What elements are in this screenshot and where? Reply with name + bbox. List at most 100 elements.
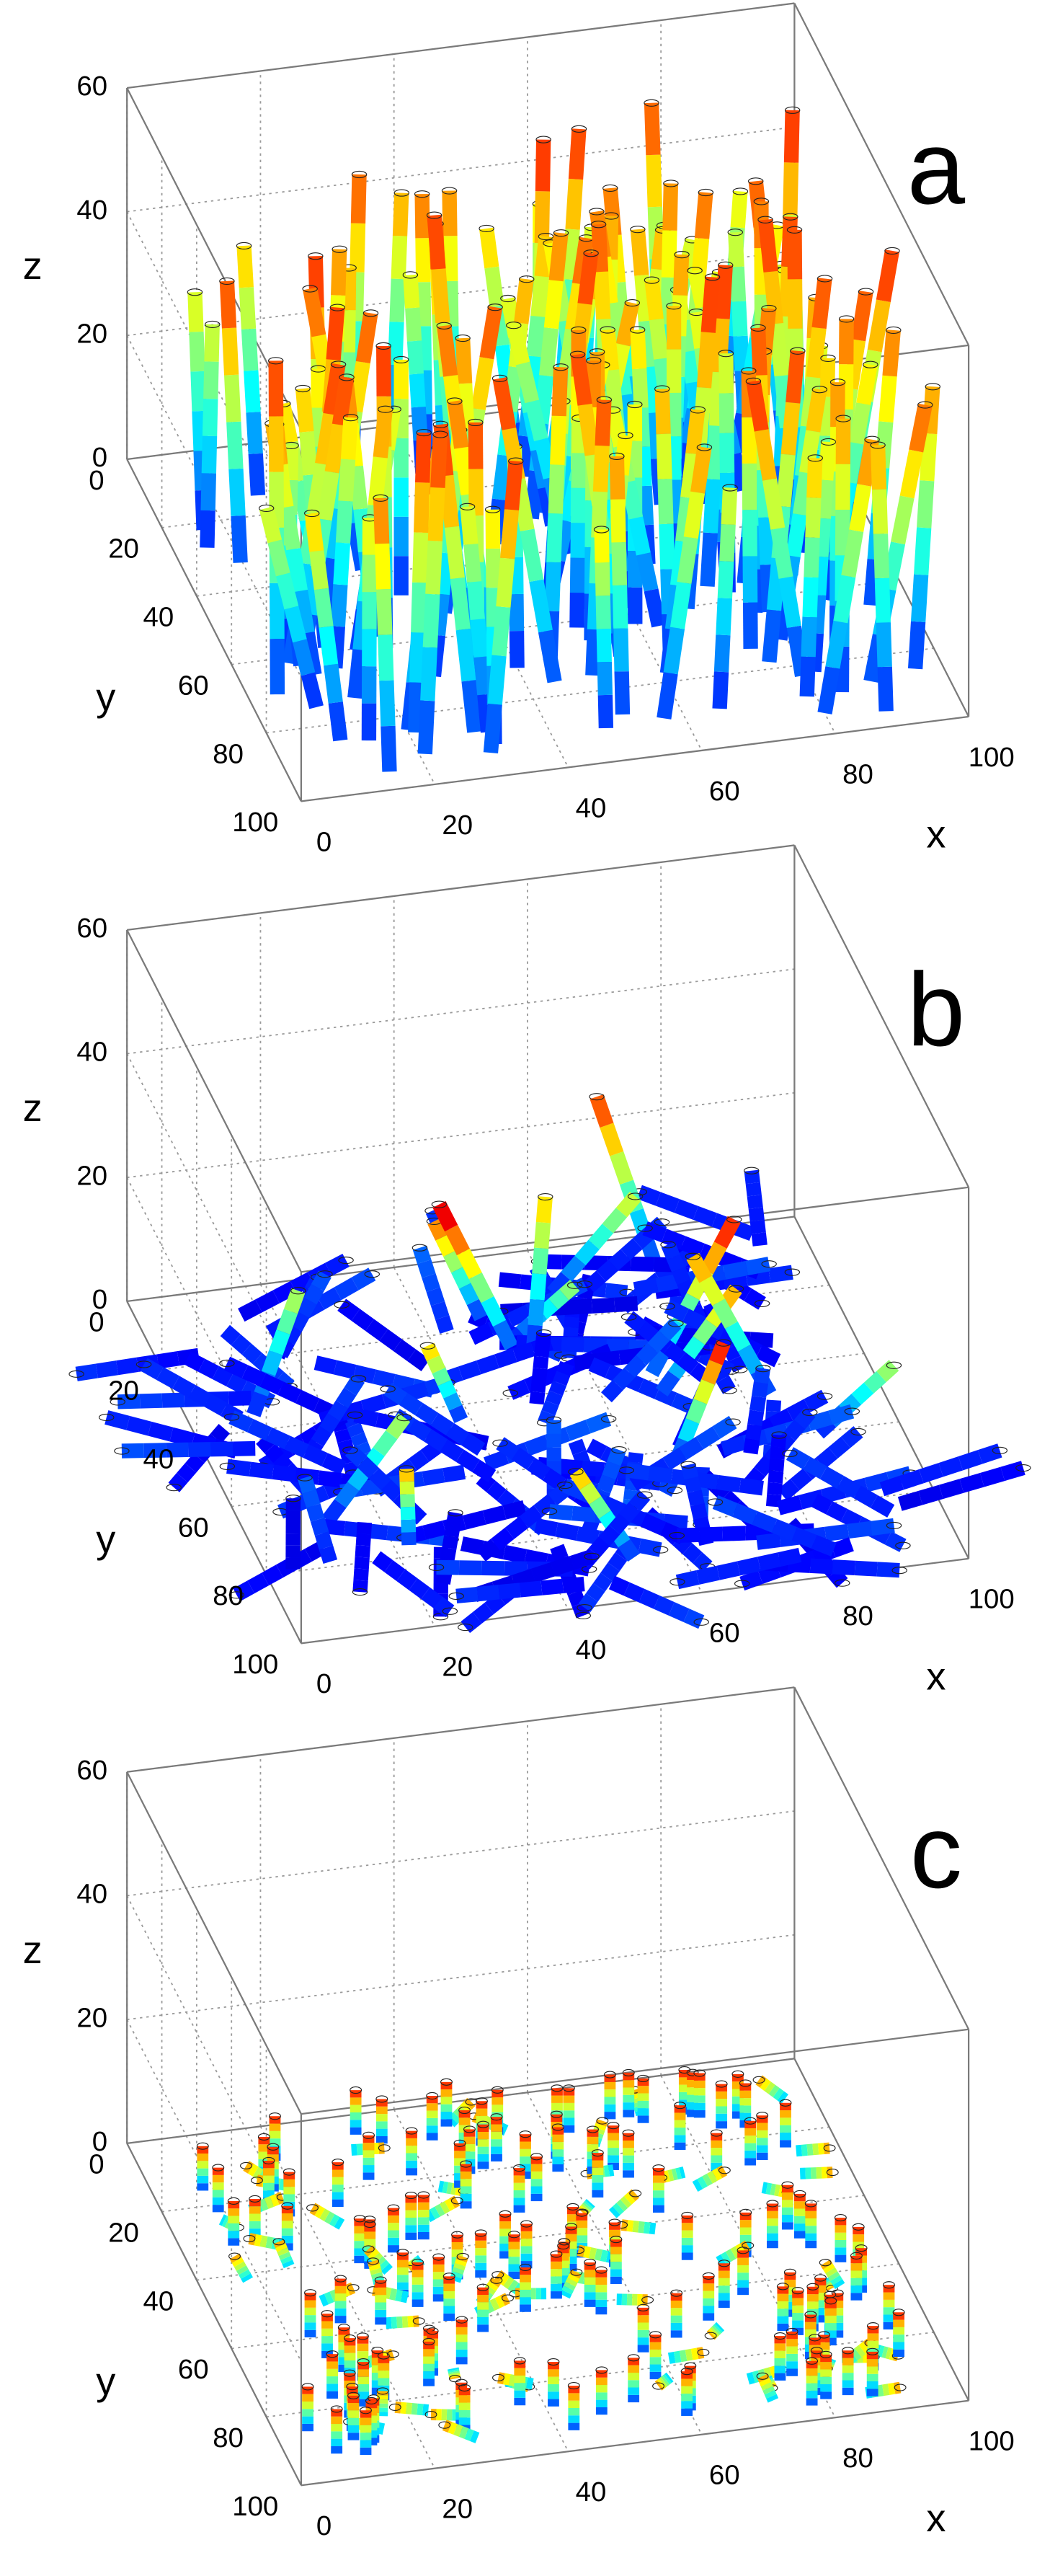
rod-segment: [768, 322, 789, 377]
rod-segment: [269, 1329, 290, 1355]
rod-segment: [608, 1575, 630, 1596]
rod-segment: [337, 1439, 355, 1454]
z-axis-label: z: [23, 1086, 43, 1130]
rod-cap: [761, 1260, 777, 1268]
rod-segment: [233, 1580, 255, 1602]
rod-segment: [355, 1545, 370, 1558]
rod-cap: [326, 2350, 339, 2358]
rod-cap: [622, 2068, 635, 2076]
rod-segment: [530, 1562, 556, 1583]
rod-segment: [314, 2205, 326, 2219]
rod-segment: [917, 480, 935, 528]
box-edge: [126, 2143, 302, 2486]
rod-cap: [753, 198, 770, 205]
rod-cap: [745, 377, 762, 385]
rod-segment: [259, 2198, 269, 2211]
rod-segment: [910, 574, 929, 623]
rod-segment: [693, 1552, 713, 1572]
rod-segment: [527, 1458, 551, 1481]
rod-segment: [790, 1468, 813, 1490]
rod-segment: [388, 2288, 398, 2301]
box-edge: [127, 844, 795, 931]
rod-segment: [854, 1560, 878, 1577]
rod-segment: [601, 1380, 623, 1403]
rod-segment: [655, 1192, 680, 1213]
rod-cap: [850, 2252, 863, 2259]
rod-cap: [732, 187, 749, 195]
rod-segment: [594, 2248, 603, 2261]
rods: [187, 99, 941, 772]
rod-segment: [443, 1250, 465, 1273]
rod-segment: [577, 2244, 586, 2257]
rod-segment: [637, 485, 654, 526]
rod-segment: [614, 671, 631, 715]
rod-segment: [432, 1367, 451, 1386]
rod-segment: [321, 1499, 347, 1526]
rod-cap: [412, 2317, 425, 2325]
rod-segment: [884, 1531, 907, 1552]
rod-cap: [399, 1465, 414, 1473]
rod-cap: [262, 2156, 275, 2165]
rod-segment: [613, 1368, 636, 1391]
rod-segment: [272, 1281, 298, 1304]
rod-cap: [741, 367, 757, 375]
rod-segment: [850, 2348, 862, 2361]
rod-segment: [841, 529, 864, 578]
rod-segment: [430, 2206, 440, 2220]
rod-segment: [631, 368, 649, 409]
rod-segment: [344, 1445, 368, 1467]
rod-segment: [877, 666, 894, 712]
rod-segment: [203, 361, 219, 399]
rod-segment: [315, 412, 338, 466]
rod-segment: [817, 2143, 825, 2155]
rod-segment: [721, 2252, 731, 2265]
rod-cap: [586, 357, 602, 365]
rod-cap: [754, 1299, 770, 1308]
rod-segment: [201, 435, 218, 474]
rod-segment: [654, 1385, 677, 1407]
rod-segment: [700, 276, 720, 333]
rod-segment: [471, 357, 494, 411]
rod-segment: [720, 1435, 747, 1456]
rod-segment: [673, 2350, 682, 2363]
rod-segment: [712, 1495, 738, 1517]
rod-segment: [535, 1196, 553, 1223]
rod-cap: [886, 1361, 902, 1369]
rod-segment: [324, 663, 343, 704]
rod-segment: [496, 1437, 520, 1460]
z-tick-label: 60: [76, 1755, 107, 1786]
rod-segment: [628, 1452, 644, 1464]
rod-cap: [474, 2229, 487, 2237]
rod-cap: [431, 1200, 448, 1208]
rod-segment: [247, 2164, 259, 2177]
rod-segment: [679, 2350, 688, 2363]
rod-segment: [430, 1301, 450, 1320]
rod-segment: [221, 2216, 230, 2228]
rod-segment: [675, 1570, 700, 1590]
rod-segment: [770, 1434, 787, 1448]
rod-segment: [218, 2214, 227, 2226]
rod-segment: [778, 1479, 800, 1501]
rod-segment: [445, 1224, 470, 1256]
rod-segment: [685, 409, 706, 455]
rod-cap: [357, 2358, 370, 2366]
rod-segment: [422, 1273, 440, 1292]
rod-segment: [540, 1578, 564, 1595]
grid-line: [266, 647, 934, 734]
rod-cap: [519, 2130, 532, 2138]
x-tick-label: 0: [316, 2510, 332, 2541]
rod-cap: [99, 1413, 115, 1422]
rod-cap: [267, 2143, 280, 2151]
rod-segment: [378, 634, 394, 681]
rod-segment: [814, 518, 831, 557]
rod-cap: [644, 276, 660, 284]
z-tick-label: 0: [92, 442, 107, 473]
rod-cap: [739, 2208, 752, 2216]
rod-segment: [368, 1468, 391, 1490]
rod-segment: [758, 517, 775, 565]
rod-cap: [422, 2337, 435, 2346]
grid-line: [660, 1233, 836, 1576]
rod-segment: [747, 1409, 765, 1427]
box-edge: [127, 2, 795, 89]
rod-segment: [647, 1330, 670, 1353]
